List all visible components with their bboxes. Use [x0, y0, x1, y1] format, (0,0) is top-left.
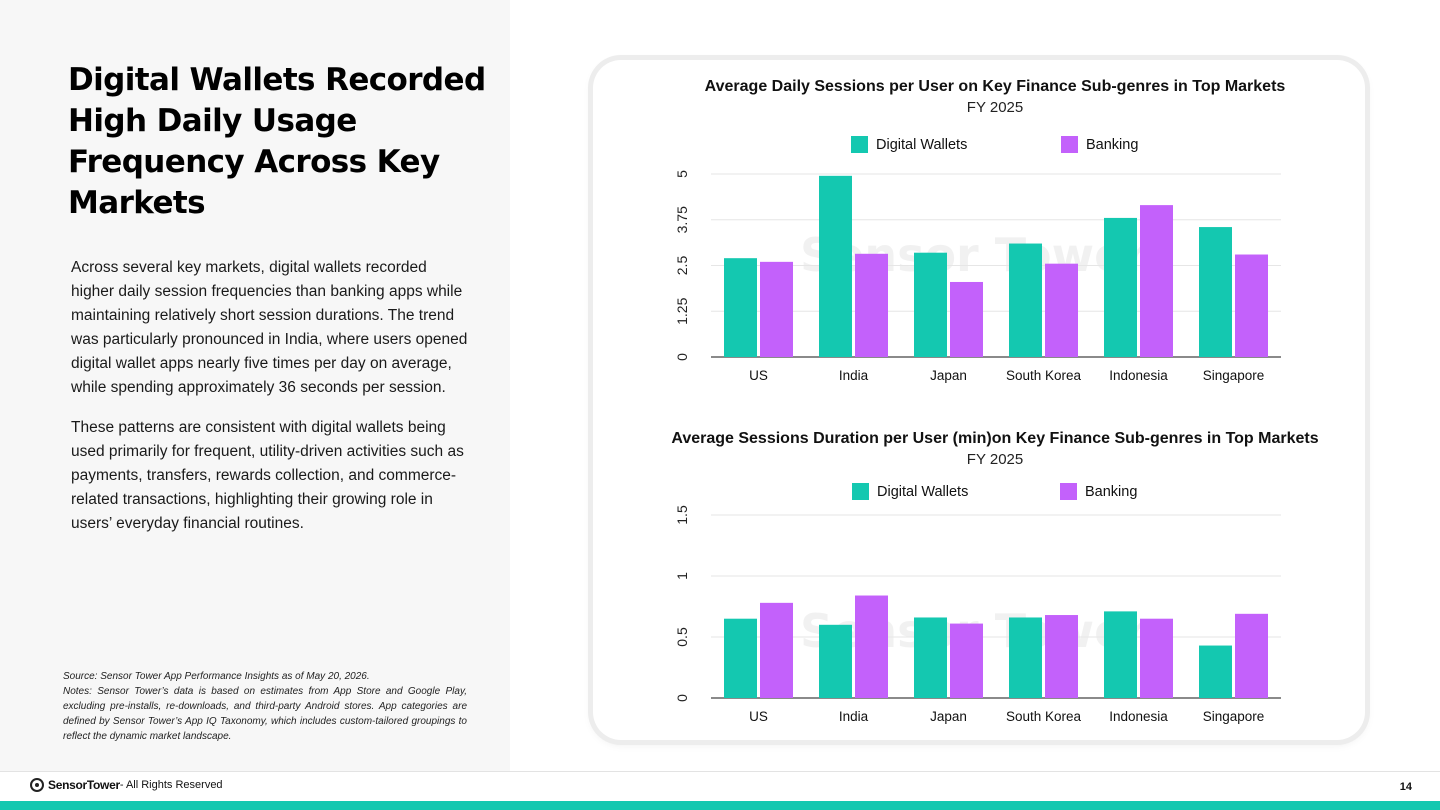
notes-text: Notes: Sensor Tower’s data is based on e… — [63, 686, 467, 742]
sensor-tower-logo-icon — [30, 778, 44, 792]
y-tick-label: 5 — [674, 170, 690, 178]
x-tick-label: US — [749, 709, 768, 724]
brand-name: SensorTower — [48, 778, 120, 792]
bar — [1045, 263, 1078, 357]
paragraph: Across several key markets, digital wall… — [71, 259, 468, 396]
x-tick-label: Indonesia — [1109, 368, 1168, 383]
page-number: 14 — [1399, 781, 1412, 793]
y-tick-label: 1 — [674, 572, 690, 580]
legend-label: Digital Wallets — [877, 483, 969, 500]
bar — [1140, 205, 1173, 357]
x-tick-label: South Korea — [1006, 368, 1082, 383]
bar — [1104, 217, 1137, 357]
bar — [950, 281, 983, 357]
chart-subtitle: FY 2025 — [966, 99, 1024, 116]
y-tick-label: 3.75 — [674, 206, 690, 233]
slide-title: Digital Wallets Recorded High Daily Usag… — [68, 62, 486, 221]
y-tick-label: 2.5 — [674, 256, 690, 276]
legend-label: Banking — [1086, 136, 1139, 153]
bar — [724, 258, 757, 357]
y-tick-label: 1.5 — [674, 505, 690, 525]
bar — [1199, 227, 1232, 357]
bar — [1104, 611, 1137, 698]
bar — [855, 595, 888, 698]
x-tick-label: Singapore — [1203, 709, 1265, 724]
source-text: Source: Sensor Tower App Performance Ins… — [63, 671, 370, 682]
bar — [914, 252, 947, 357]
legend-item-digital-wallets: Digital Wallets — [852, 483, 968, 500]
bar — [1235, 254, 1268, 357]
legend-label: Banking — [1085, 483, 1138, 500]
bar — [950, 623, 983, 698]
chart-title: Average Daily Sessions per User on Key F… — [704, 78, 1286, 95]
y-tick-label: 0.5 — [674, 627, 690, 647]
y-tick-label: 0 — [674, 353, 690, 361]
x-tick-label: Indonesia — [1109, 709, 1168, 724]
bottom-accent-bar — [0, 801, 1440, 810]
chart-title: Average Sessions Duration per User (min)… — [671, 430, 1319, 447]
footer-logo: SensorTower - All Rights Reserved — [30, 778, 223, 792]
y-tick-label: 1.25 — [674, 297, 690, 324]
x-tick-label: South Korea — [1006, 709, 1082, 724]
bar — [1009, 243, 1042, 357]
paragraph: These patterns are consistent with digit… — [71, 419, 464, 532]
legend-swatch — [1061, 136, 1078, 153]
bar — [819, 624, 852, 698]
x-tick-label: Japan — [930, 709, 967, 724]
bar — [760, 602, 793, 698]
source-notes: Source: Sensor Tower App Performance Ins… — [63, 669, 467, 744]
footer-divider — [0, 771, 1440, 772]
bar — [1045, 615, 1078, 698]
bar — [1199, 645, 1232, 698]
bar — [1235, 613, 1268, 698]
x-tick-label: India — [839, 709, 869, 724]
x-tick-label: Japan — [930, 368, 967, 383]
bar — [724, 618, 757, 698]
legend-item-digital-wallets: Digital Wallets — [851, 136, 967, 153]
legend-swatch — [852, 483, 869, 500]
x-tick-label: US — [749, 368, 768, 383]
bar — [855, 253, 888, 357]
body-text: Across several key markets, digital wall… — [71, 256, 471, 552]
legend-item-banking: Banking — [1060, 483, 1137, 500]
bar — [760, 261, 793, 357]
x-tick-label: India — [839, 368, 869, 383]
y-tick-label: 0 — [674, 694, 690, 702]
bar — [819, 175, 852, 357]
x-tick-label: Singapore — [1203, 368, 1265, 383]
bar — [1140, 618, 1173, 698]
chart-subtitle: FY 2025 — [966, 451, 1024, 468]
legend-swatch — [851, 136, 868, 153]
legend-item-banking: Banking — [1061, 136, 1138, 153]
legend-label: Digital Wallets — [876, 136, 968, 153]
bar — [914, 617, 947, 698]
left-panel — [0, 0, 510, 772]
rights-text: - All Rights Reserved — [119, 779, 223, 791]
legend-swatch — [1060, 483, 1077, 500]
bar — [1009, 617, 1042, 698]
